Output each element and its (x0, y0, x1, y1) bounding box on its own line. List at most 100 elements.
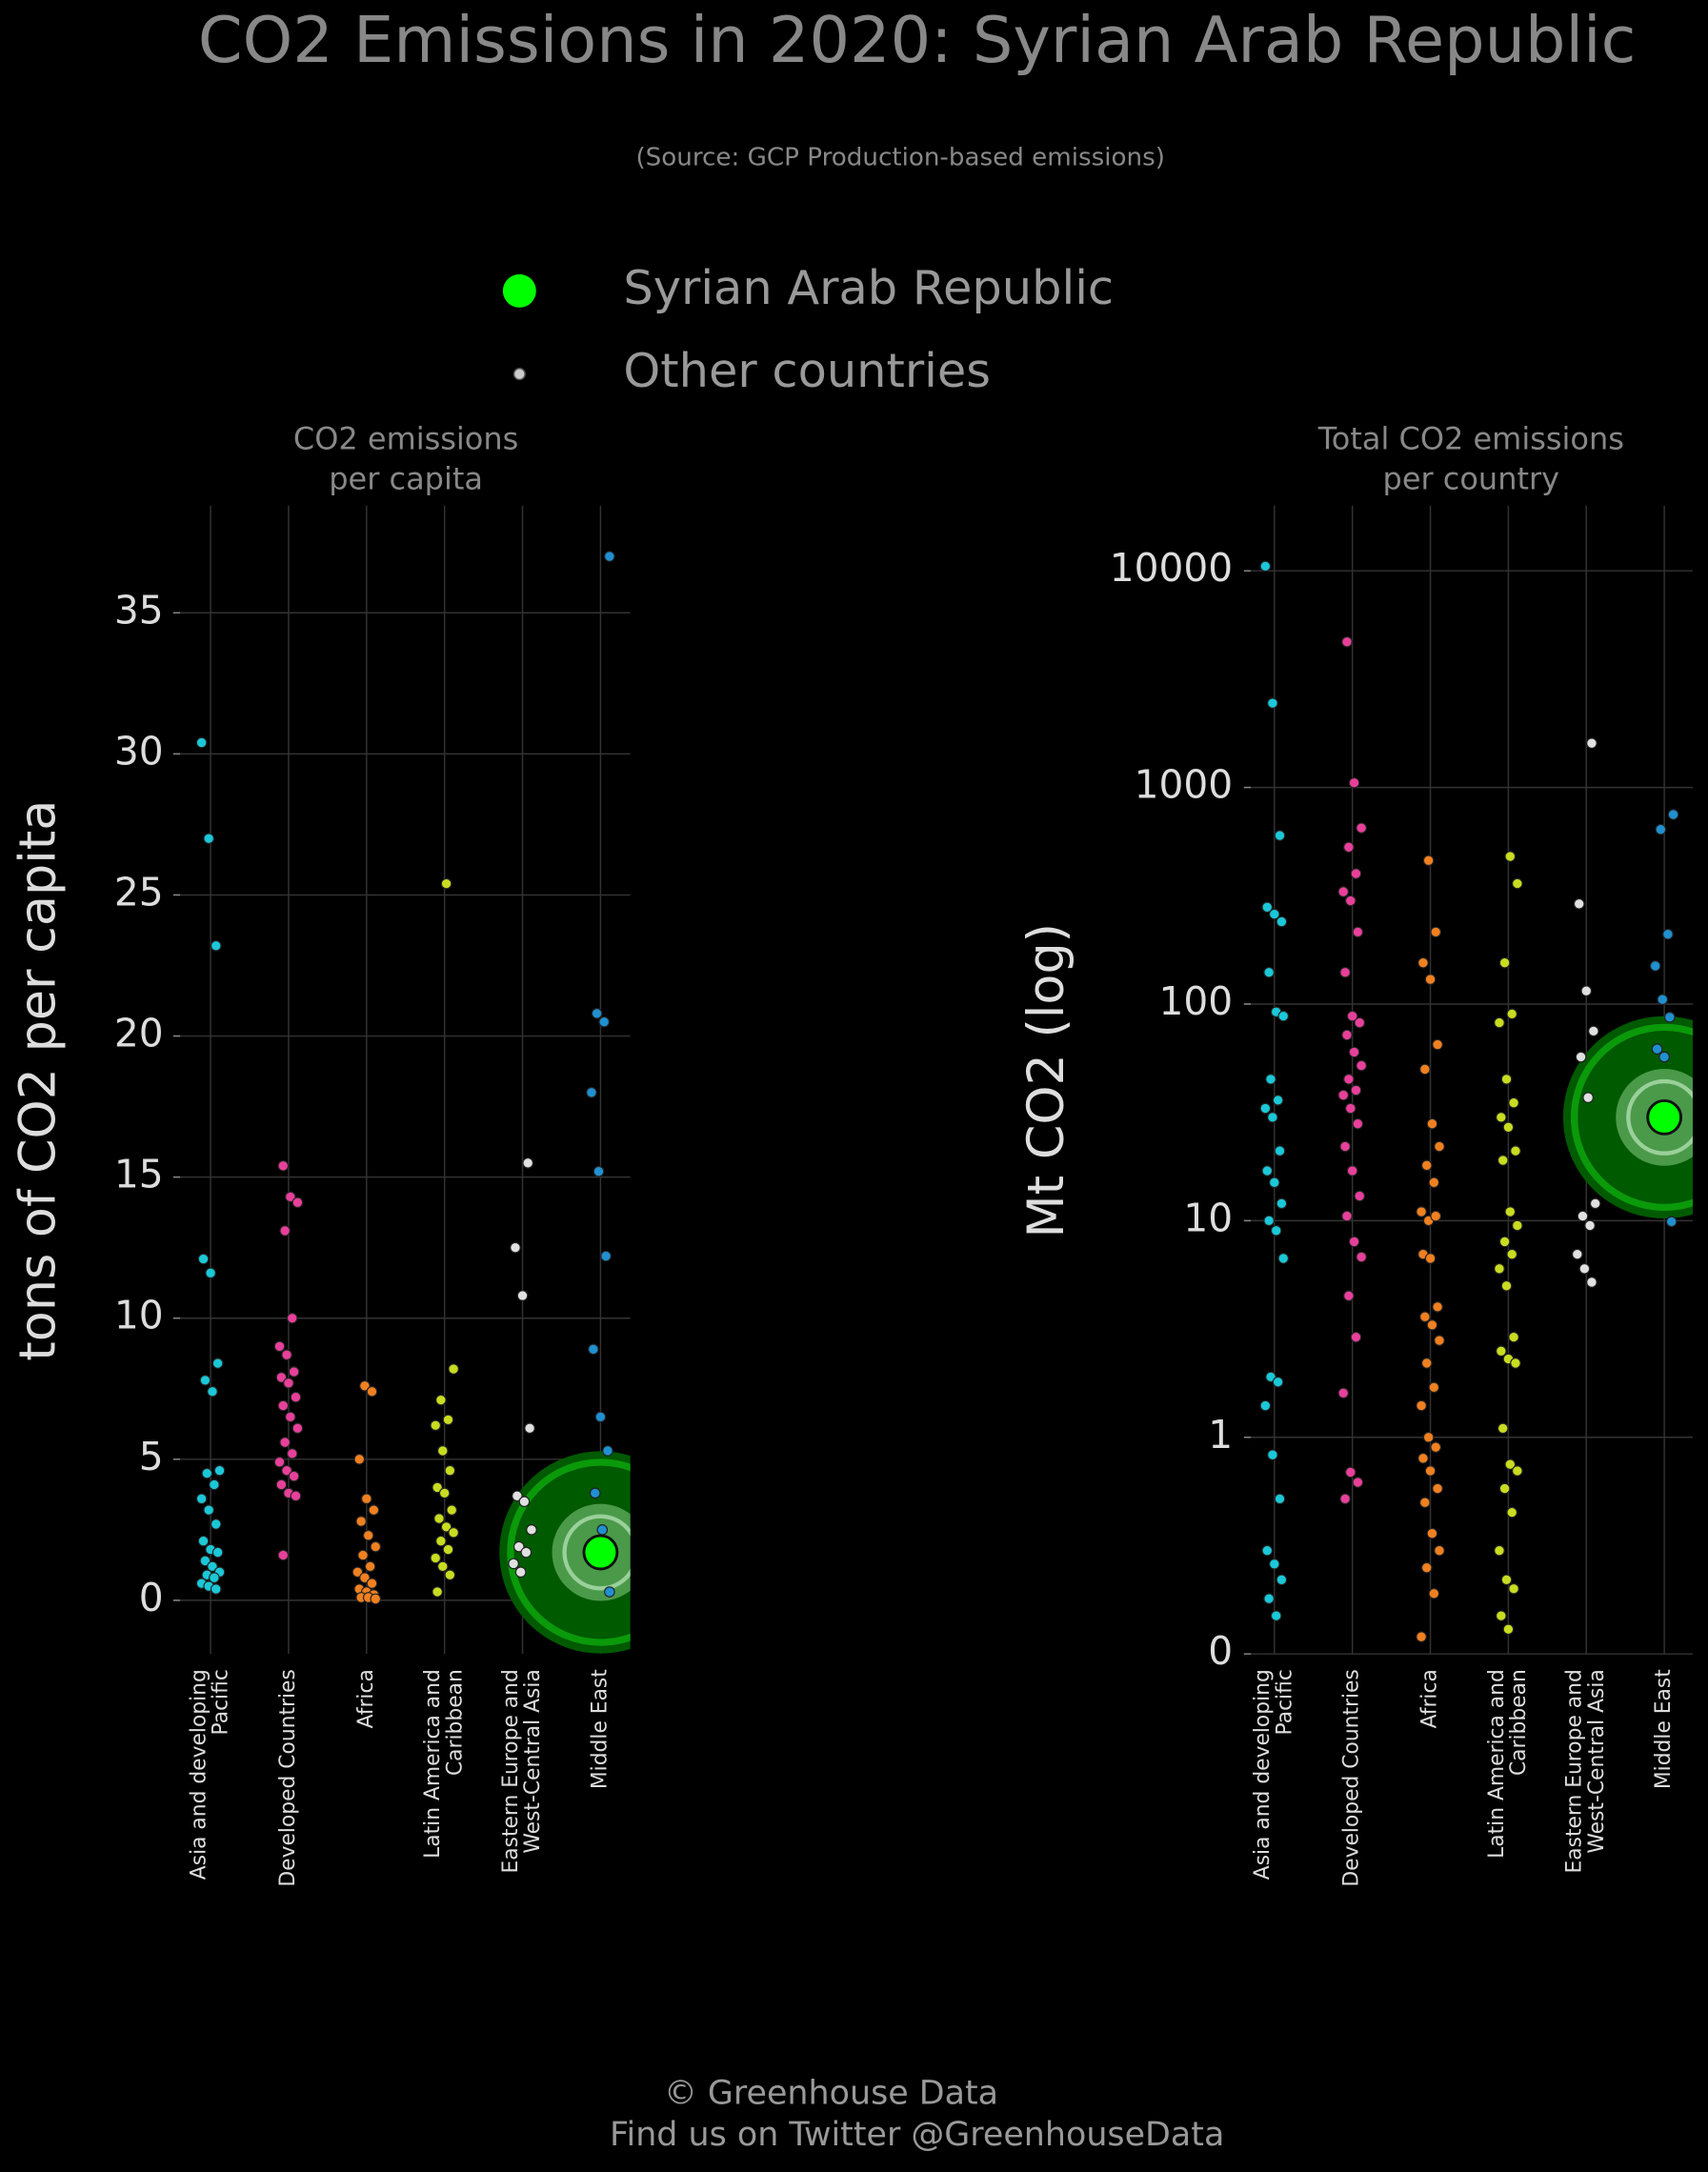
point (1343, 1290, 1355, 1302)
point (448, 1527, 459, 1538)
point (1508, 1331, 1519, 1343)
y-tick-label: 10 (114, 1293, 164, 1338)
point (1502, 1623, 1515, 1636)
x-tick-label: Asia and developingPacific (187, 1669, 232, 1880)
point (1350, 868, 1362, 879)
point (1259, 1102, 1272, 1115)
subplot-title: per country (1383, 461, 1560, 497)
point (1494, 1263, 1505, 1275)
point (370, 1593, 382, 1605)
point (288, 1470, 300, 1482)
point (275, 1478, 288, 1491)
point (1263, 966, 1275, 978)
point (1589, 1197, 1601, 1210)
point (1510, 1358, 1521, 1369)
point (1348, 1236, 1360, 1248)
point (286, 1448, 298, 1459)
point (518, 1496, 531, 1508)
point (1506, 1248, 1518, 1260)
point (210, 1518, 222, 1530)
point (273, 1340, 286, 1353)
point (370, 1540, 382, 1553)
point (1416, 1399, 1427, 1412)
point (1506, 1008, 1518, 1020)
point (1420, 1159, 1433, 1172)
point (1504, 851, 1517, 862)
point (435, 1535, 447, 1547)
point (209, 1478, 220, 1491)
point (1417, 956, 1429, 969)
point (1506, 1506, 1518, 1518)
point (1416, 1206, 1427, 1217)
point (1350, 1084, 1362, 1096)
point (604, 1586, 615, 1598)
point (444, 1464, 456, 1477)
point (440, 1521, 452, 1533)
point (359, 1572, 371, 1584)
point (1356, 1251, 1367, 1263)
point (1508, 1582, 1519, 1595)
point (353, 1453, 366, 1465)
point (273, 1456, 286, 1468)
point (205, 1267, 216, 1279)
point (1504, 1458, 1517, 1471)
point (1426, 1117, 1438, 1130)
point (1420, 1358, 1433, 1369)
point (1261, 1544, 1274, 1557)
point (1352, 1477, 1364, 1488)
point (368, 1504, 380, 1516)
legend-label: Syrian Arab Republic (623, 260, 1114, 315)
point (213, 1464, 226, 1477)
x-tick-label: Developed Countries (276, 1669, 300, 1886)
y-tick-label: 10000 (1110, 545, 1233, 591)
x-tick-label: Eastern Europe andWest-Central Asia (1563, 1669, 1609, 1873)
point (279, 1437, 291, 1448)
point (1339, 966, 1351, 978)
point (207, 1560, 218, 1573)
point (1274, 1145, 1286, 1156)
point (1580, 985, 1593, 996)
point (290, 1391, 302, 1403)
y-tick-label: 10 (1183, 1195, 1233, 1240)
point (1268, 1558, 1280, 1570)
y-axis-label: Mt CO2 (log) (1017, 923, 1075, 1238)
point (1352, 1117, 1364, 1130)
point (510, 1241, 521, 1254)
point (1277, 1010, 1290, 1022)
point (1432, 1482, 1443, 1495)
point (1655, 823, 1667, 835)
point (1343, 1074, 1355, 1085)
point (1261, 901, 1274, 914)
point (1263, 1593, 1275, 1604)
point (283, 1378, 294, 1389)
point (1267, 1449, 1278, 1460)
y-tick-label: 1 (1208, 1412, 1233, 1458)
y-tick-label: 1000 (1135, 762, 1234, 808)
point (514, 1566, 527, 1579)
point (1508, 1096, 1519, 1109)
point (1432, 1301, 1443, 1313)
point (1578, 1263, 1591, 1275)
point (436, 1445, 449, 1457)
point (285, 1411, 296, 1423)
point (195, 736, 208, 749)
point (277, 1549, 290, 1561)
point (279, 1225, 291, 1237)
point (435, 1394, 447, 1406)
point (448, 1363, 459, 1375)
point (1496, 1610, 1507, 1621)
y-tick-label: 30 (114, 728, 164, 774)
point (589, 1487, 601, 1499)
point (275, 1372, 288, 1383)
point (1649, 960, 1661, 972)
point (1272, 1095, 1284, 1106)
point (1341, 1029, 1353, 1041)
point (1344, 1466, 1356, 1478)
point (352, 1566, 364, 1579)
point (1337, 1089, 1350, 1101)
point (440, 877, 452, 890)
point (430, 1419, 442, 1432)
point (438, 1487, 451, 1499)
x-tick-label: Latin America andCaribbean (421, 1669, 467, 1859)
point (1268, 908, 1280, 920)
